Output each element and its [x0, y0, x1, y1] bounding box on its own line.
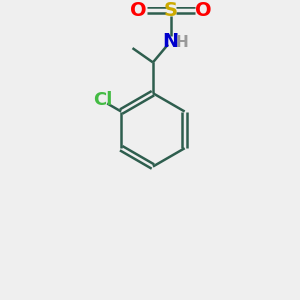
Text: S: S	[164, 1, 178, 20]
Text: O: O	[195, 1, 212, 20]
Text: Cl: Cl	[93, 91, 112, 109]
Text: N: N	[163, 32, 179, 51]
Text: H: H	[176, 35, 188, 50]
Text: O: O	[130, 1, 147, 20]
